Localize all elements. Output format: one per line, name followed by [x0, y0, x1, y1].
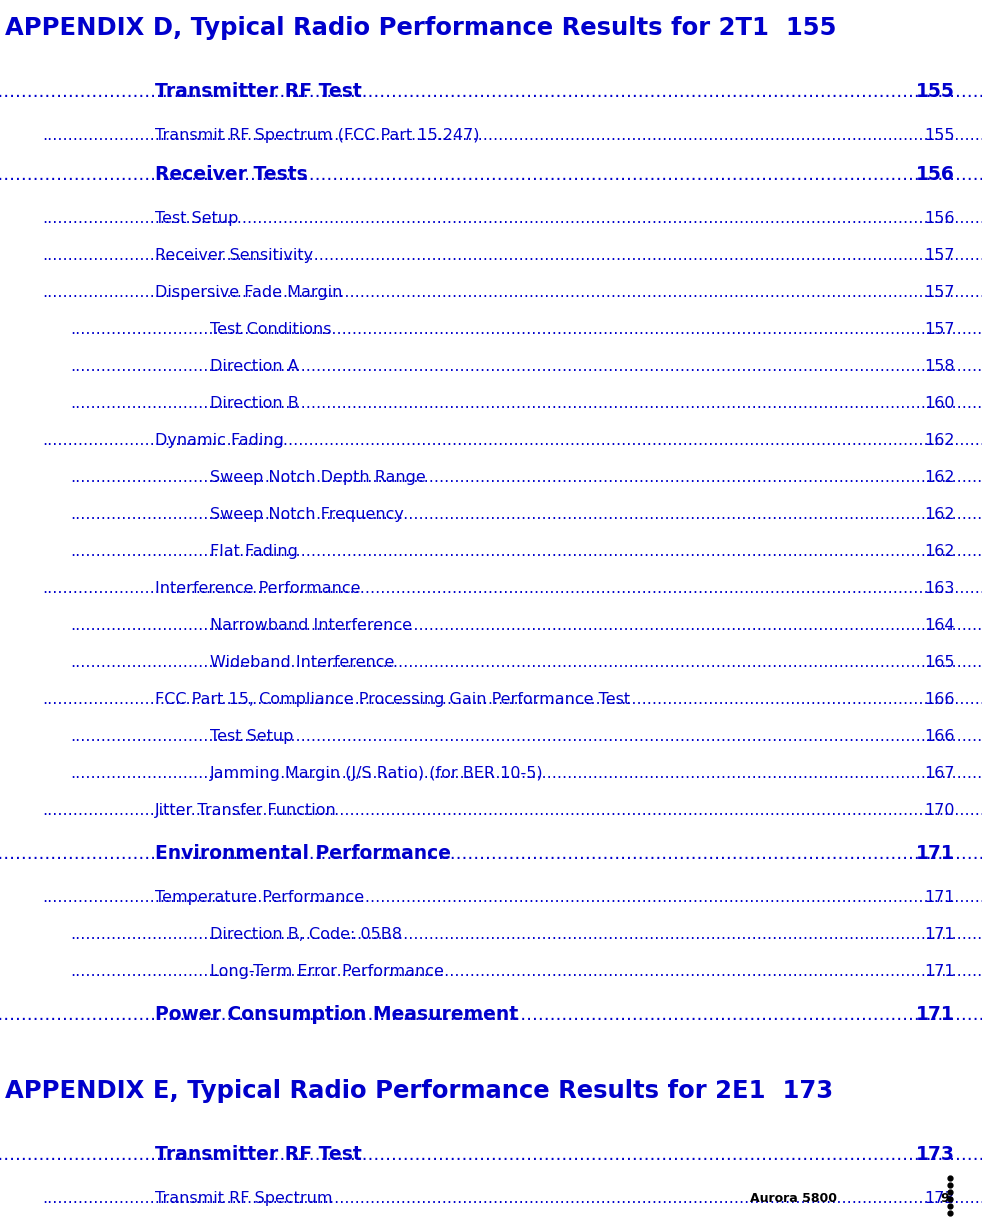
Text: Environmental Performance: Environmental Performance	[155, 844, 458, 863]
Text: 170: 170	[924, 803, 955, 817]
Text: Narrowband Interference: Narrowband Interference	[210, 619, 417, 633]
Text: Transmitter RF Test: Transmitter RF Test	[155, 1146, 361, 1164]
Text: 157: 157	[924, 285, 955, 300]
Text: 162: 162	[924, 433, 955, 448]
Text: ................................................................................: ........................................…	[0, 82, 982, 101]
Text: ................................................................................: ........................................…	[42, 692, 982, 708]
Text: ................................................................................: ........................................…	[0, 1005, 982, 1024]
Text: Temperature Performance: Temperature Performance	[155, 891, 369, 905]
Text: Transmit RF Spectrum (FCC Part 15.247): Transmit RF Spectrum (FCC Part 15.247)	[155, 128, 485, 143]
Text: ................................................................................: ........................................…	[70, 655, 982, 670]
Text: 171: 171	[924, 927, 955, 942]
Text: Aurora 5800: Aurora 5800	[750, 1192, 837, 1205]
Text: ................................................................................: ........................................…	[42, 128, 982, 143]
Text: ................................................................................: ........................................…	[42, 581, 982, 597]
Text: ................................................................................: ........................................…	[0, 165, 982, 184]
Text: ................................................................................: ........................................…	[42, 803, 982, 817]
Text: ................................................................................: ........................................…	[70, 322, 982, 337]
Text: Direction A: Direction A	[210, 359, 303, 375]
Text: Sweep Notch Depth Range: Sweep Notch Depth Range	[210, 470, 431, 486]
Text: ................................................................................: ........................................…	[70, 964, 982, 978]
Text: ................................................................................: ........................................…	[42, 891, 982, 905]
Text: ................................................................................: ........................................…	[70, 766, 982, 781]
Text: Test Setup: Test Setup	[210, 730, 299, 744]
Text: ................................................................................: ........................................…	[42, 285, 982, 300]
Text: ................................................................................: ........................................…	[70, 508, 982, 522]
Text: ................................................................................: ........................................…	[70, 730, 982, 744]
Text: Jamming Margin (J/S Ratio) (for BER 10-5): Jamming Margin (J/S Ratio) (for BER 10-5…	[210, 766, 549, 781]
Text: APPENDIX D, Typical Radio Performance Results for 2T1  155: APPENDIX D, Typical Radio Performance Re…	[5, 16, 837, 40]
Text: Dynamic Fading: Dynamic Fading	[155, 433, 289, 448]
Text: ................................................................................: ........................................…	[42, 248, 982, 264]
Text: ................................................................................: ........................................…	[70, 359, 982, 375]
Text: 160: 160	[924, 396, 955, 411]
Text: 157: 157	[924, 248, 955, 264]
Text: 171: 171	[916, 1005, 955, 1024]
Text: ................................................................................: ........................................…	[42, 211, 982, 226]
Text: ................................................................................: ........................................…	[0, 844, 982, 863]
Text: Direction B: Direction B	[210, 396, 303, 411]
Text: 163: 163	[925, 581, 955, 597]
Text: Receiver Tests: Receiver Tests	[155, 165, 314, 184]
Text: ................................................................................: ........................................…	[70, 619, 982, 633]
Text: ................................................................................: ........................................…	[70, 544, 982, 559]
Text: 155: 155	[924, 128, 955, 143]
Text: 156: 156	[924, 211, 955, 226]
Text: 171: 171	[916, 844, 955, 863]
Text: ................................................................................: ........................................…	[0, 1146, 982, 1164]
Text: ................................................................................: ........................................…	[42, 1191, 982, 1207]
Text: Test Conditions: Test Conditions	[210, 322, 337, 337]
Text: Receiver Sensitivity: Receiver Sensitivity	[155, 248, 318, 264]
Text: Jitter Transfer Function: Jitter Transfer Function	[155, 803, 342, 817]
Text: ................................................................................: ........................................…	[70, 470, 982, 486]
Text: 155: 155	[916, 82, 955, 101]
Text: Test Setup: Test Setup	[155, 211, 244, 226]
Text: 171: 171	[924, 964, 955, 978]
Text: 171: 171	[924, 891, 955, 905]
Text: 166: 166	[924, 730, 955, 744]
Text: 156: 156	[916, 165, 955, 184]
Text: ................................................................................: ........................................…	[70, 396, 982, 411]
Text: Transmit RF Spectrum: Transmit RF Spectrum	[155, 1191, 338, 1207]
Text: 166: 166	[924, 692, 955, 708]
Text: Wideband Interference: Wideband Interference	[210, 655, 400, 670]
Text: Long-Term Error Performance: Long-Term Error Performance	[210, 964, 449, 978]
Text: 158: 158	[924, 359, 955, 375]
Text: FCC Part 15, Compliance Processing Gain Performance Test: FCC Part 15, Compliance Processing Gain …	[155, 692, 630, 708]
Text: 162: 162	[924, 544, 955, 559]
Text: ................................................................................: ........................................…	[70, 927, 982, 942]
Text: 167: 167	[924, 766, 955, 781]
Text: APPENDIX E, Typical Radio Performance Results for 2E1  173: APPENDIX E, Typical Radio Performance Re…	[5, 1078, 833, 1103]
Text: 173: 173	[916, 1146, 955, 1164]
Text: 173: 173	[925, 1191, 955, 1207]
Text: 165: 165	[924, 655, 955, 670]
Text: 9: 9	[940, 1192, 949, 1205]
Text: Transmitter RF Test: Transmitter RF Test	[155, 82, 361, 101]
Text: Interference Performance: Interference Performance	[155, 581, 365, 597]
Text: 162: 162	[924, 470, 955, 486]
Text: ................................................................................: ........................................…	[42, 433, 982, 448]
Text: Sweep Notch Frequency: Sweep Notch Frequency	[210, 508, 409, 522]
Text: Dispersive Fade Margin: Dispersive Fade Margin	[155, 285, 348, 300]
Text: 157: 157	[924, 322, 955, 337]
Text: 162: 162	[924, 508, 955, 522]
Text: Power Consumption Measurement: Power Consumption Measurement	[155, 1005, 524, 1024]
Text: 164: 164	[924, 619, 955, 633]
Text: Direction B, Code: 05B8: Direction B, Code: 05B8	[210, 927, 408, 942]
Text: Flat Fading: Flat Fading	[210, 544, 303, 559]
